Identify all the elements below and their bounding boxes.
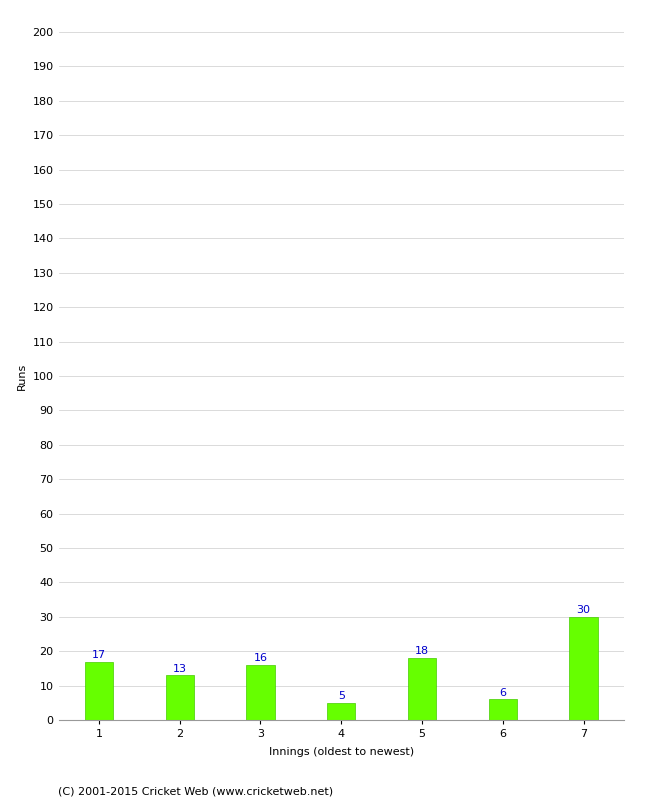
Bar bbox=[246, 665, 274, 720]
Text: 18: 18 bbox=[415, 646, 429, 656]
Text: 6: 6 bbox=[499, 688, 506, 698]
Y-axis label: Runs: Runs bbox=[17, 362, 27, 390]
Text: 16: 16 bbox=[254, 654, 267, 663]
Bar bbox=[327, 702, 356, 720]
Text: 5: 5 bbox=[338, 691, 344, 701]
Bar bbox=[489, 699, 517, 720]
Text: 30: 30 bbox=[577, 605, 591, 615]
Bar bbox=[166, 675, 194, 720]
X-axis label: Innings (oldest to newest): Innings (oldest to newest) bbox=[268, 747, 414, 758]
Bar bbox=[84, 662, 113, 720]
Text: 13: 13 bbox=[173, 663, 187, 674]
Text: (C) 2001-2015 Cricket Web (www.cricketweb.net): (C) 2001-2015 Cricket Web (www.cricketwe… bbox=[58, 786, 333, 796]
Text: 17: 17 bbox=[92, 650, 106, 660]
Bar bbox=[569, 617, 598, 720]
Bar bbox=[408, 658, 436, 720]
